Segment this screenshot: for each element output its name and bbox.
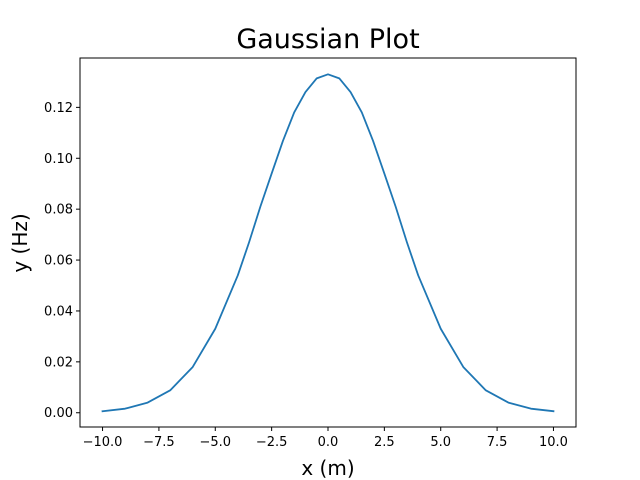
x-tick-label: −5.0 (199, 435, 231, 450)
y-axis-title: y (Hz) (8, 213, 32, 272)
x-tick-label: −10.0 (83, 435, 123, 450)
x-tick-label: 2.5 (374, 435, 395, 450)
x-tick-label: 5.0 (430, 435, 451, 450)
plot-area: −10.0 −7.5 −5.0 −2.5 0.0 2.5 5.0 7.5 10.0 0.00 0.0… (44, 57, 577, 450)
x-tick-label: 7.5 (487, 435, 508, 450)
y-tick-label: 0.06 (44, 254, 73, 269)
series-line-0 (101, 73, 555, 413)
chart-title: Gaussian Plot (236, 24, 419, 55)
y-tick-label: 0.04 (44, 304, 73, 319)
y-tick-label: 0.10 (44, 152, 73, 167)
x-axis-title: x (m) (301, 456, 354, 480)
y-tick-label: 0.12 (44, 101, 73, 116)
x-tick-label: −7.5 (143, 435, 175, 450)
y-tick-label: 0.08 (44, 203, 73, 218)
x-tick-label: −2.5 (256, 435, 288, 450)
x-tick-label: 0.0 (318, 435, 339, 450)
y-tick-label: 0.00 (44, 406, 73, 421)
x-tick-label: 10.0 (539, 435, 568, 450)
y-tick-label: 0.02 (44, 355, 73, 370)
